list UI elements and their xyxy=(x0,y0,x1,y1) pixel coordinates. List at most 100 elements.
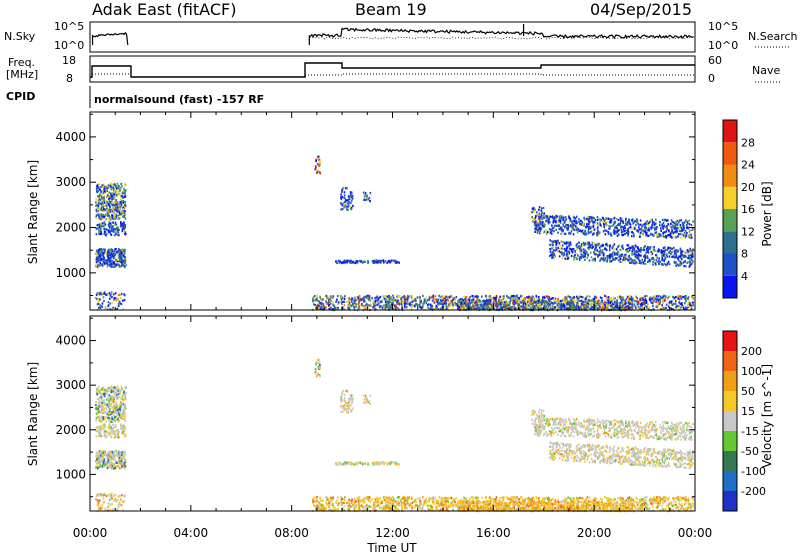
data-cell xyxy=(673,246,675,250)
data-cell xyxy=(106,412,109,416)
data-cell xyxy=(115,397,118,400)
data-cell xyxy=(616,302,618,305)
data-cell xyxy=(625,231,628,235)
data-cell xyxy=(116,385,119,388)
data-cell xyxy=(630,227,633,230)
data-cell xyxy=(673,250,676,253)
data-cell xyxy=(510,299,513,302)
data-cell xyxy=(633,249,636,252)
data-cell xyxy=(443,302,445,305)
data-cell xyxy=(435,307,437,310)
data-cell xyxy=(121,397,124,400)
data-cell xyxy=(438,294,441,297)
data-cell xyxy=(354,296,356,299)
data-cell xyxy=(318,304,320,308)
data-cell xyxy=(623,254,626,257)
data-cell xyxy=(587,305,589,308)
data-cell xyxy=(631,306,634,309)
data-cell xyxy=(497,299,500,302)
data-cell xyxy=(323,307,326,310)
data-cell xyxy=(337,259,340,262)
data-cell xyxy=(115,403,117,406)
data-cell xyxy=(622,258,624,261)
data-cell xyxy=(636,222,639,225)
data-cell xyxy=(622,303,625,306)
data-cell xyxy=(120,214,123,217)
data-cell xyxy=(362,296,365,300)
data-cell xyxy=(567,228,569,231)
data-cell xyxy=(112,257,115,260)
data-cell xyxy=(560,215,563,218)
data-cell xyxy=(110,262,113,266)
data-cell xyxy=(684,306,687,309)
data-cell xyxy=(552,305,555,308)
data-cell xyxy=(629,225,632,229)
data-cell xyxy=(98,293,101,296)
data-cell xyxy=(681,256,684,259)
data-cell xyxy=(688,235,690,238)
data-cell xyxy=(531,207,534,210)
data-cell xyxy=(590,219,593,222)
data-cell xyxy=(574,250,577,253)
data-cell xyxy=(462,305,464,308)
data-cell xyxy=(123,423,125,427)
data-cell xyxy=(634,219,636,223)
data-cell xyxy=(489,298,491,301)
data-cell xyxy=(599,296,602,299)
data-cell xyxy=(578,307,580,310)
data-cell xyxy=(512,297,514,300)
data-cell xyxy=(676,219,679,223)
data-cell xyxy=(502,305,504,308)
data-cell xyxy=(577,299,580,302)
data-cell xyxy=(644,221,647,224)
data-cell xyxy=(117,217,120,220)
data-cell xyxy=(355,299,357,302)
data-cell xyxy=(344,261,346,264)
data-cell xyxy=(543,223,546,226)
data-cell xyxy=(598,252,601,255)
data-cell xyxy=(650,250,652,253)
data-cell xyxy=(579,249,582,252)
data-cell xyxy=(315,299,317,302)
data-cell xyxy=(391,301,394,304)
data-cell xyxy=(346,205,348,208)
data-cell xyxy=(591,243,593,246)
data-cell xyxy=(114,435,117,439)
data-cell xyxy=(632,245,634,248)
data-cell xyxy=(379,260,381,263)
data-cell xyxy=(123,414,126,417)
data-cell xyxy=(558,218,561,221)
data-cell xyxy=(616,305,618,309)
data-cell xyxy=(422,302,424,305)
data-cell xyxy=(341,261,343,264)
data-cell xyxy=(617,307,620,310)
data-cell xyxy=(124,224,127,227)
data-cell xyxy=(576,301,579,305)
data-cell xyxy=(96,189,98,193)
data-cell xyxy=(561,256,564,260)
data-cell xyxy=(106,210,109,213)
colorbar-tick-label: 4 xyxy=(741,270,748,283)
data-cell xyxy=(667,233,670,237)
data-cell xyxy=(513,301,515,304)
data-cell xyxy=(507,296,510,299)
data-cell xyxy=(115,429,118,432)
data-cell xyxy=(622,220,624,223)
data-cell xyxy=(511,297,513,300)
data-cell xyxy=(555,246,557,249)
data-cell xyxy=(603,306,606,310)
data-cell xyxy=(371,297,373,300)
data-cell xyxy=(386,300,389,303)
data-cell xyxy=(538,221,541,224)
data-cell xyxy=(369,199,371,203)
data-cell xyxy=(551,301,554,305)
data-cell xyxy=(679,223,682,227)
data-cell xyxy=(660,229,662,232)
data-cell xyxy=(116,391,119,394)
data-cell xyxy=(490,296,493,299)
data-cell xyxy=(377,260,379,263)
data-cell xyxy=(116,432,119,435)
data-cell xyxy=(106,251,109,254)
data-cell xyxy=(566,246,568,249)
data-cell xyxy=(327,296,329,300)
